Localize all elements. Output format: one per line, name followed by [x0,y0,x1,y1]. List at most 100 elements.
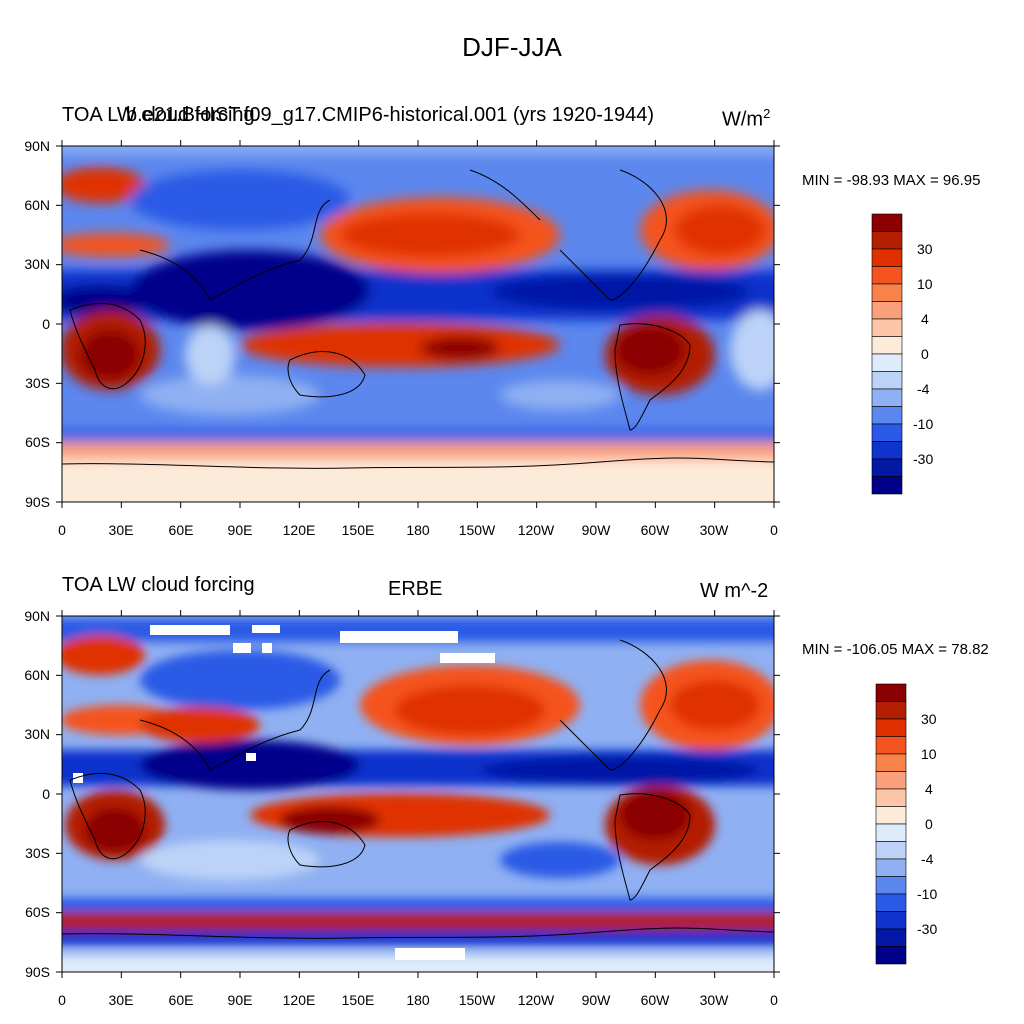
p2-lon-90w: 90W [581,992,611,1008]
cb2-label-0: 0 [925,816,933,832]
colorbar-box [871,248,903,267]
p1-lon-90w: 90W [581,522,611,538]
colorbar-box [871,301,903,320]
panel2-left-title: TOA LW cloud forcing [62,574,255,596]
panel1-left-title: TOA LW cloud forcing [62,104,255,126]
p2-lat-30n: 30N [24,726,50,742]
p2-lat-60n: 60N [24,667,50,683]
colorbar-box [875,806,907,825]
cb2-label-neg30: -30 [917,921,938,937]
colorbar-box [871,423,903,442]
cb2-label-10: 10 [921,746,937,762]
colorbar-box [871,371,903,390]
panel2-colorbar [875,683,907,965]
cb1-label-10: 10 [917,276,933,292]
p2-lon-0b: 0 [770,992,778,1008]
p1-lat-90n: 90N [24,138,50,154]
p2-lat-90s: 90S [25,964,50,980]
colorbar-box [871,476,903,495]
panel2-center-title: ERBE [388,578,443,600]
p1-lat-60s: 60S [25,434,50,450]
p1-lat-60n: 60N [24,197,50,213]
cb1-label-neg10: -10 [913,416,934,432]
colorbar-box [871,283,903,302]
p1-lat-30s: 30S [25,375,50,391]
cb2-label-neg4: -4 [921,851,934,867]
colorbar-box [875,718,907,737]
p2-lat-90n: 90N [24,608,50,624]
colorbar-box [871,406,903,425]
p2-lat-0: 0 [42,786,50,802]
p1-lon-30e: 30E [108,522,134,538]
p2-lon-60w: 60W [640,992,670,1008]
colorbar-box [871,318,903,337]
p2-lon-0a: 0 [58,992,66,1008]
colorbar-box [875,771,907,790]
p1-lon-0b: 0 [770,522,778,538]
p1-lon-0a: 0 [58,522,66,538]
colorbar-box [871,336,903,355]
panel2-map [56,610,780,978]
p2-lon-120e: 120E [282,992,316,1008]
colorbar-box [875,683,907,702]
p2-lat-30s: 30S [25,845,50,861]
panel2-coastlines [62,639,774,939]
panel1-map [56,140,780,508]
p1-lon-30w: 30W [699,522,729,538]
colorbar-box [875,841,907,860]
cb2-label-30: 30 [921,711,937,727]
colorbar-box [871,388,903,407]
panel1-min-max-stats: MIN = -98.93 MAX = 96.95 [802,172,981,189]
colorbar-box [875,736,907,755]
panel2-field [62,616,774,972]
colorbar-box [875,928,907,947]
p1-lat-0: 0 [42,316,50,332]
colorbar-box [871,231,903,250]
panel1-units-text: W/m [722,108,764,131]
cb1-label-4: 4 [921,311,929,327]
panel1-units: W/m2 [722,106,770,132]
p1-lon-150w: 150W [458,522,496,538]
p2-lon-90e: 90E [227,992,253,1008]
colorbar-box [875,753,907,772]
p2-lon-30e: 30E [108,992,134,1008]
colorbar-box [871,266,903,285]
p1-lon-120w: 120W [517,522,555,538]
p1-lat-90s: 90S [25,494,50,510]
colorbar-box [875,893,907,912]
colorbar-box [871,353,903,372]
colorbar-box [875,823,907,842]
p2-lon-30w: 30W [699,992,729,1008]
cb1-label-neg30: -30 [913,451,934,467]
p2-lon-180: 180 [406,992,430,1008]
p1-lon-90e: 90E [227,522,253,538]
panel1-coastlines [62,169,774,469]
p1-lon-150e: 150E [341,522,375,538]
colorbar-box [875,701,907,720]
p1-lon-120e: 120E [282,522,316,538]
panel1-units-sup: 2 [763,106,771,121]
p2-lon-60e: 60E [168,992,194,1008]
panel1-field [62,146,774,502]
colorbar-box [875,788,907,807]
colorbar-box [875,946,907,965]
colorbar-box [871,441,903,460]
colorbar-box [875,876,907,895]
p2-lon-150e: 150E [341,992,375,1008]
panel1-center-title: b.e21.BHIST.f09_g17.CMIP6-historical.001… [126,104,655,126]
cb1-label-neg4: -4 [917,381,930,397]
p2-lon-120w: 120W [517,992,555,1008]
panel1-colorbar [871,213,903,495]
cb1-label-0: 0 [921,346,929,362]
panel1-ticks [56,140,780,508]
p1-lon-180: 180 [406,522,430,538]
panel2-units: W m^-2 [700,580,769,602]
colorbar-box [875,911,907,930]
p1-lat-30n: 30N [24,256,50,272]
cb1-label-30: 30 [917,241,933,257]
panel2-min-max-stats: MIN = -106.05 MAX = 78.82 [802,641,989,658]
p2-lon-150w: 150W [458,992,496,1008]
colorbar-box [871,213,903,232]
figure-title: DJF-JJA [462,32,562,62]
p1-lon-60w: 60W [640,522,670,538]
